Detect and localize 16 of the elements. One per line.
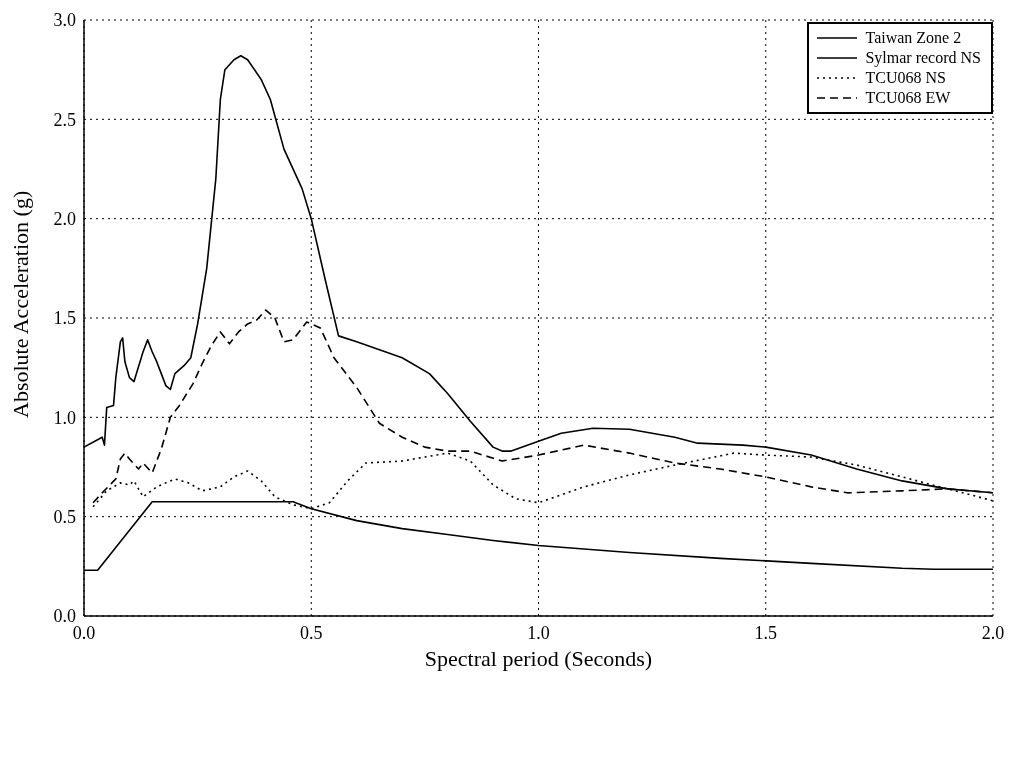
y-tick-label: 2.0	[53, 209, 76, 230]
y-tick-label: 3.0	[53, 10, 76, 31]
y-tick-label: 1.0	[53, 407, 76, 428]
legend-label: TCU068 EW	[865, 89, 951, 107]
legend-label: Sylmar record NS	[865, 49, 981, 67]
x-tick-label: 2.0	[981, 622, 1005, 643]
legend-label: TCU068 NS	[865, 69, 946, 87]
x-axis-title: Spectral period (Seconds)	[424, 646, 653, 671]
x-tick-label: 1.0	[527, 622, 550, 643]
legend-label: Taiwan Zone 2	[865, 29, 962, 47]
y-tick-label: 2.5	[53, 109, 76, 130]
y-axis-title: Absolute Acceleration (g)	[7, 190, 33, 418]
y-tick-label: 1.5	[53, 308, 76, 329]
x-tick-label: 0.5	[300, 622, 323, 643]
y-tick-label: 0.5	[53, 507, 76, 528]
x-tick-label: 1.5	[754, 622, 777, 643]
